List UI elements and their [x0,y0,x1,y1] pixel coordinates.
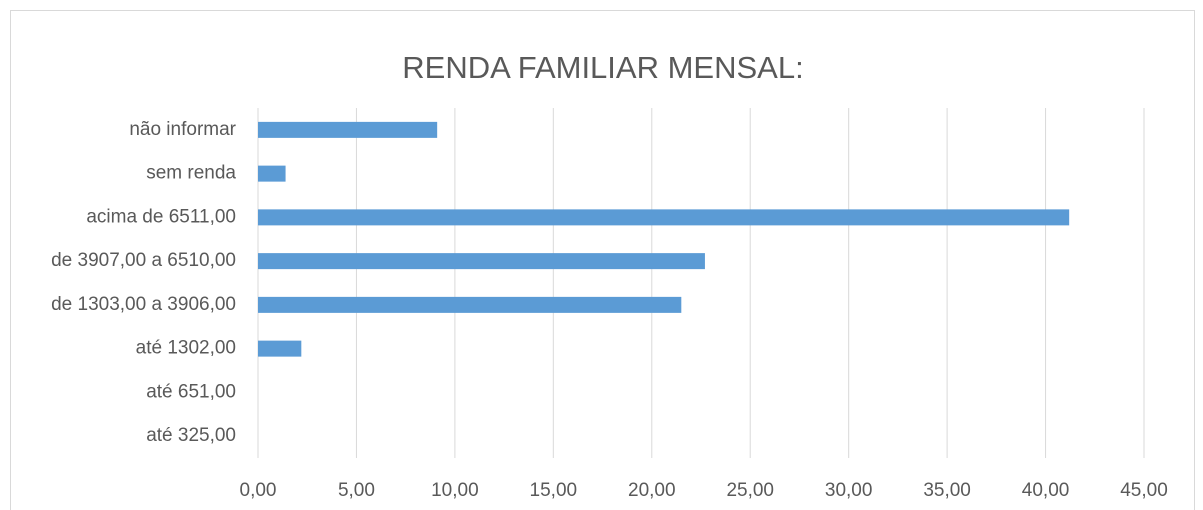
x-tick-label: 30,00 [825,480,873,501]
x-tick-label: 20,00 [628,480,676,501]
x-tick-label: 35,00 [923,480,971,501]
y-tick-label: até 325,00 [146,425,236,446]
y-tick-label: não informar [129,119,236,140]
x-tick-label: 40,00 [1022,480,1070,501]
x-tick-label: 15,00 [530,480,578,501]
y-tick-label: de 1303,00 a 3906,00 [51,294,236,315]
y-tick-label: até 1302,00 [136,338,236,359]
y-tick-label: acima de 6511,00 [86,206,236,227]
bar [258,165,286,182]
x-tick-label: 5,00 [338,480,375,501]
bar [258,296,682,313]
y-tick-label: até 651,00 [146,381,236,402]
x-tick-label: 0,00 [240,480,277,501]
x-tick-label: 10,00 [431,480,479,501]
bar [258,209,1070,226]
y-tick-label: sem renda [146,163,236,184]
chart-title: RENDA FAMILIAR MENSAL: [402,50,803,85]
x-tick-label: 25,00 [726,480,774,501]
bar [258,253,705,270]
bar [258,340,302,357]
y-tick-label: de 3907,00 a 6510,00 [51,250,236,271]
x-tick-label: 45,00 [1120,480,1168,501]
bar [258,121,438,138]
